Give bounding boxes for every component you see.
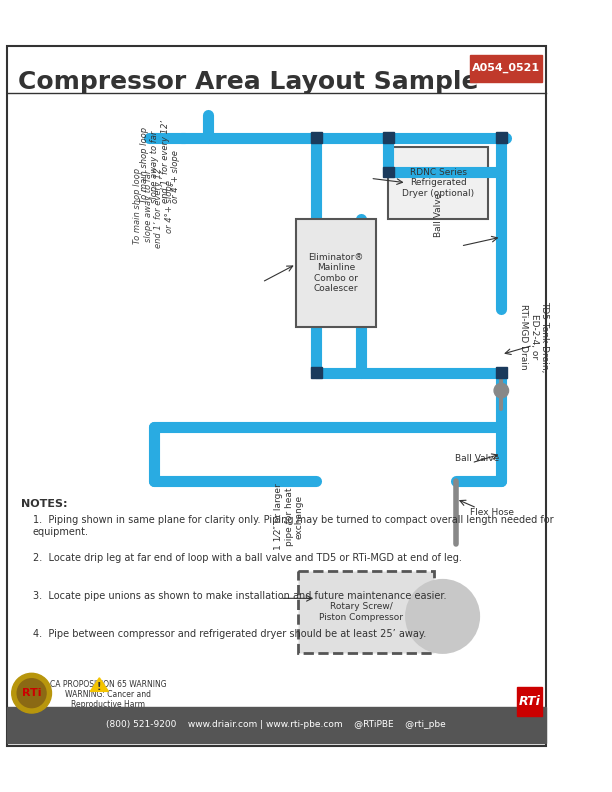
Text: To main shop loop
slope away to far
end 1’ for every 12’
or 4°+ slope: To main shop loop slope away to far end … (133, 165, 174, 248)
Text: 1 1⁄2″ or larger
pipe for heat
exchange: 1 1⁄2″ or larger pipe for heat exchange (274, 484, 304, 550)
Text: RDNC Series
Refrigerated
Dryer (optional): RDNC Series Refrigerated Dryer (optional… (402, 168, 474, 198)
Bar (517, 687, 542, 716)
Circle shape (17, 679, 46, 707)
Text: 1.  Piping shown in same plane for clarity only. Piping may be turned to compact: 1. Piping shown in same plane for clarit… (32, 516, 553, 537)
Circle shape (406, 581, 479, 653)
Bar (298, 571, 433, 653)
Text: TD5 Tank Drain,
ED-2-4, or
RTi-MGD Drain: TD5 Tank Drain, ED-2-4, or RTi-MGD Drain (520, 301, 549, 372)
Text: CA PROPOSITION 65 WARNING
WARNING: Cancer and
Reproductive Harm
www.P65Warnings.: CA PROPOSITION 65 WARNING WARNING: Cance… (43, 680, 174, 720)
Text: Eliminator®
Mainline
Combo or
Coalescer: Eliminator® Mainline Combo or Coalescer (308, 253, 364, 293)
Text: NOTES:: NOTES: (21, 499, 67, 509)
Bar (496, 367, 507, 378)
Circle shape (494, 383, 509, 398)
Bar (469, 55, 542, 82)
Text: Flex Hose: Flex Hose (469, 508, 513, 517)
Text: Rotary Screw/
Piston Compressor: Rotary Screw/ Piston Compressor (319, 602, 403, 622)
Text: RTi: RTi (22, 688, 42, 699)
Text: Ball Valve: Ball Valve (455, 454, 499, 463)
Bar (496, 132, 507, 143)
Bar (383, 132, 394, 143)
Bar (311, 367, 321, 378)
Text: Ball Valve: Ball Valve (433, 192, 442, 237)
Text: A054_0521: A054_0521 (472, 63, 540, 73)
Text: 4.  Pipe between compressor and refrigerated dryer should be at least 25’ away.: 4. Pipe between compressor and refrigera… (32, 629, 426, 639)
Text: !: ! (97, 682, 102, 692)
Polygon shape (91, 678, 108, 691)
Bar (296, 219, 376, 327)
Bar (311, 132, 321, 143)
Text: 3.  Locate pipe unions as shown to make installation and future maintenance easi: 3. Locate pipe unions as shown to make i… (32, 591, 446, 601)
Text: RTi: RTi (518, 695, 540, 708)
Bar (7, 706, 545, 743)
Text: (800) 521-9200    www.driair.com | www.rti-pbe.com    @RTiPBE    @rti_pbe: (800) 521-9200 www.driair.com | www.rti-… (106, 720, 446, 729)
Circle shape (12, 673, 51, 713)
Text: To main shop loop
slope away to far
end 1’ for every 12’
or 4°+ slope: To main shop loop slope away to far end … (140, 120, 180, 203)
Text: 2.  Locate drip leg at far end of loop with a ball valve and TD5 or RTi-MGD at e: 2. Locate drip leg at far end of loop wi… (32, 553, 461, 563)
Bar (389, 147, 488, 219)
Bar (383, 166, 394, 177)
Text: Compressor Area Layout Sample: Compressor Area Layout Sample (18, 70, 479, 93)
